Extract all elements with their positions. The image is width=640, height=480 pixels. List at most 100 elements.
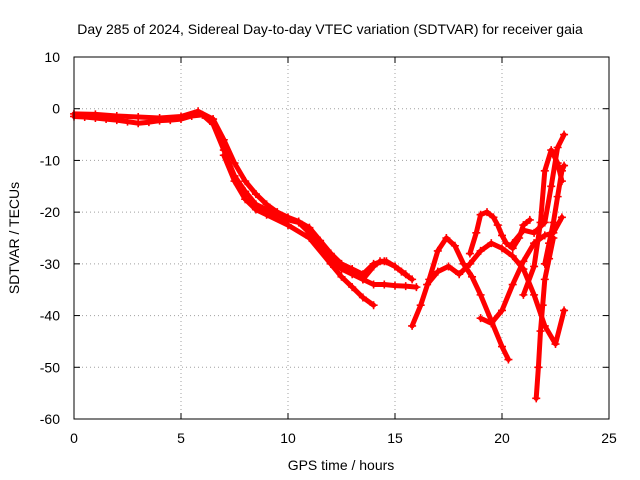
data-point <box>476 314 485 323</box>
data-point <box>305 234 314 242</box>
data-point <box>337 259 346 268</box>
y-tick-label: -60 <box>40 411 60 427</box>
data-point <box>305 223 314 232</box>
data-point <box>273 208 282 217</box>
data-point <box>209 115 218 124</box>
data-point <box>241 195 250 204</box>
data-point <box>538 301 547 310</box>
data-point <box>358 275 367 284</box>
data-point <box>284 213 292 222</box>
series-trace-e <box>508 130 569 248</box>
y-tick-label: -10 <box>40 152 60 168</box>
data-point <box>337 272 346 281</box>
data-point <box>483 208 492 217</box>
data-point <box>433 246 442 255</box>
data-point <box>397 267 406 276</box>
data-point <box>547 182 556 191</box>
data-point <box>553 159 562 168</box>
data-point <box>219 151 228 160</box>
data-point <box>465 249 474 258</box>
data-point <box>391 262 399 271</box>
data-point <box>369 280 378 289</box>
series-lower-band <box>219 151 378 310</box>
series-bump-14 <box>358 257 417 284</box>
data-point <box>553 143 562 152</box>
data-point <box>455 270 464 279</box>
y-tick-label: 0 <box>52 101 60 117</box>
data-point <box>532 394 541 403</box>
y-tick-labels: 10 0 -10 -20 -30 -40 -50 -60 <box>40 49 60 427</box>
data-point <box>557 166 566 175</box>
data-point <box>560 161 569 170</box>
data-point <box>476 290 485 299</box>
data-point <box>382 257 391 266</box>
data-point <box>219 135 228 144</box>
x-tick-labels: 0 5 10 15 20 25 <box>70 430 617 446</box>
data-point <box>549 218 558 227</box>
y-tick-label: -30 <box>40 256 60 272</box>
data-point <box>530 262 539 271</box>
data-point <box>560 130 569 139</box>
data-point <box>472 228 481 237</box>
data-point <box>408 321 417 330</box>
data-point <box>450 241 459 250</box>
data-point <box>412 283 421 292</box>
data-point <box>560 306 569 315</box>
data-point <box>91 110 100 119</box>
data-point <box>476 246 485 255</box>
data-point <box>401 282 410 291</box>
data-point <box>262 210 271 219</box>
data-point <box>262 200 271 209</box>
data-point <box>553 192 562 201</box>
chart-title: Day 285 of 2024, Sidereal Day-to-day VTE… <box>77 21 583 37</box>
data-point <box>547 146 556 155</box>
data-point <box>508 239 517 248</box>
data-point <box>540 275 549 284</box>
data-point <box>487 319 496 328</box>
data-point <box>557 213 566 222</box>
data-point <box>468 272 477 281</box>
x-tick-label: 20 <box>494 430 510 446</box>
y-tick-label: -50 <box>40 359 60 375</box>
data-point <box>540 231 549 240</box>
data-point <box>348 283 357 292</box>
data-point <box>358 293 367 302</box>
data-point <box>465 259 474 268</box>
data-point <box>230 159 239 168</box>
x-tick-label: 10 <box>280 430 296 446</box>
data-point <box>369 262 378 271</box>
data-point <box>442 234 451 242</box>
data-point <box>525 215 534 224</box>
x-tick-label: 15 <box>387 430 403 446</box>
data-point <box>508 252 517 261</box>
data-point <box>194 107 203 116</box>
data-point <box>316 236 325 245</box>
data-point <box>545 239 554 248</box>
series-layer <box>70 107 569 403</box>
data-point <box>416 301 425 310</box>
data-point <box>391 281 399 290</box>
data-point <box>476 210 485 219</box>
data-point <box>534 363 543 372</box>
data-point <box>444 262 453 271</box>
data-point <box>508 280 517 289</box>
data-point <box>251 190 260 199</box>
data-point <box>540 259 549 268</box>
data-point <box>504 355 513 364</box>
data-point <box>408 275 417 284</box>
data-point <box>433 267 442 276</box>
data-point <box>294 217 303 226</box>
data-point <box>251 205 260 214</box>
y-tick-label: -40 <box>40 308 60 324</box>
data-point <box>536 327 545 336</box>
x-tick-label: 5 <box>177 430 185 446</box>
data-point <box>536 218 545 227</box>
data-point <box>326 259 335 268</box>
plot-frame <box>73 56 610 420</box>
tick-layer <box>73 56 610 420</box>
y-tick-label: -20 <box>40 204 60 220</box>
x-tick-label: 25 <box>601 430 617 446</box>
data-point <box>380 280 389 289</box>
data-point <box>326 249 335 258</box>
